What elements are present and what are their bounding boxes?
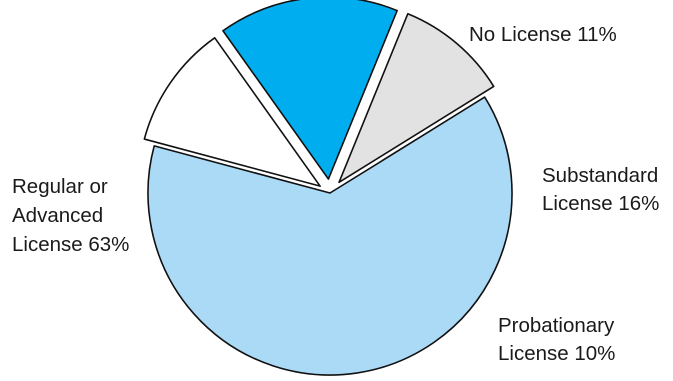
label-regular-advanced: Regular or Advanced License 63% — [12, 175, 129, 256]
slice-labels: No License 11% Substandard License 16% P… — [12, 23, 664, 365]
slice-probationary — [338, 12, 495, 184]
label-substandard: Substandard License 16% — [542, 164, 664, 215]
slice-regular-advanced — [147, 96, 513, 376]
slice-substandard — [222, 0, 398, 180]
slice-no-license — [143, 36, 321, 187]
label-probationary: Probationary License 10% — [498, 314, 620, 365]
label-no-license: No License 11% — [469, 23, 617, 46]
pie-slices — [143, 0, 513, 376]
